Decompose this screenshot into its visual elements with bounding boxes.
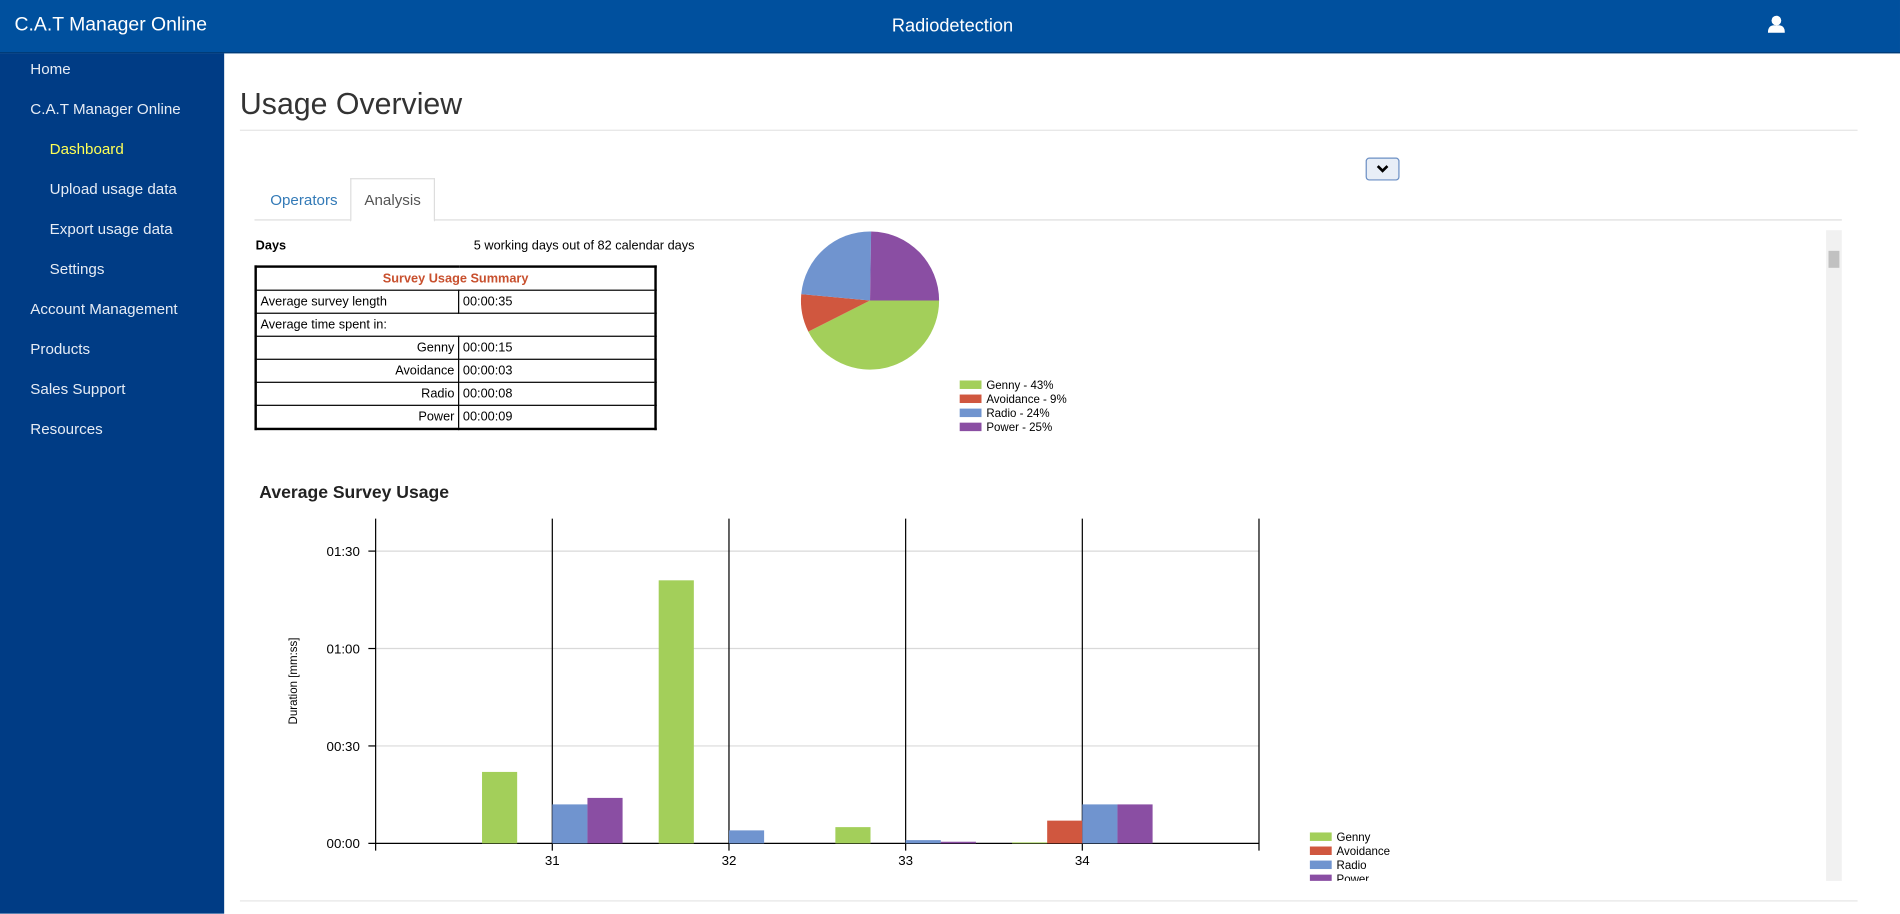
days-value: 5 working days out of 82 calendar days <box>473 238 695 254</box>
pie-slice <box>808 300 940 370</box>
nav-item[interactable]: C.A.T Manager Online <box>30 100 181 118</box>
header: C.A.T Manager Online Radiodetection <box>0 0 1900 54</box>
bar <box>482 771 518 844</box>
table-cell: Genny <box>255 335 460 360</box>
table-row: Average time spent in: <box>255 312 657 337</box>
nav-item[interactable]: Account Management <box>30 300 178 318</box>
page-title: Usage Overview <box>239 87 463 122</box>
tab-active[interactable]: Analysis <box>350 178 436 222</box>
bar <box>835 827 871 844</box>
nav-item[interactable]: Upload usage data <box>49 180 177 198</box>
nav-item[interactable]: Resources <box>30 420 103 438</box>
legend-swatch <box>959 380 982 389</box>
table-cell: 00:00:15 <box>458 335 657 360</box>
divider <box>239 129 1858 131</box>
summary-table: Survey Usage Summary Average survey lengt… <box>254 265 657 431</box>
bar <box>1117 804 1153 844</box>
table-cell: Average time spent in: <box>255 312 657 337</box>
bar <box>552 804 588 844</box>
y-tick-label: 01:00 <box>327 641 360 656</box>
table-cell: Avoidance <box>255 358 460 383</box>
y-tick-label: 00:00 <box>327 836 360 851</box>
x-tick-label: 33 <box>898 853 913 868</box>
nav-item[interactable]: Settings <box>49 260 105 278</box>
scrollbar[interactable] <box>1826 230 1842 881</box>
brand[interactable]: C.A.T Manager Online <box>14 14 208 36</box>
bar <box>1012 842 1048 844</box>
nav-item[interactable]: Export usage data <box>49 220 173 238</box>
y-tick-label: 01:30 <box>327 544 360 559</box>
sidebar: Home C.A.T Manager Online Dashboard Upload … <box>0 53 225 914</box>
legend-swatch <box>959 394 982 404</box>
y-tick-label: 00:30 <box>327 739 360 754</box>
legend-label: Avoidance <box>1337 846 1391 858</box>
legend-swatch <box>959 422 982 432</box>
bar <box>728 830 765 844</box>
table-cell: 00:00:09 <box>458 404 657 430</box>
x-tick-label: 34 <box>1075 853 1090 868</box>
legend-label: Power - 25% <box>986 422 1052 434</box>
legend-label: Radio <box>1337 860 1367 872</box>
pie-slice <box>870 231 940 301</box>
nav-item[interactable]: Home <box>30 60 71 78</box>
x-tick-label: 31 <box>545 853 560 868</box>
table-row: Genny 00:00:15 <box>255 335 657 360</box>
bar <box>1082 804 1118 844</box>
site-name: Radiodetection <box>891 15 1014 37</box>
legend-swatch <box>959 408 982 418</box>
x-tick-label: 32 <box>722 853 737 868</box>
days-label: Days <box>255 238 287 254</box>
legend-label: Genny <box>1337 832 1371 844</box>
nav-item[interactable]: Sales Support <box>30 380 126 398</box>
tab[interactable]: Operators <box>270 191 338 209</box>
pie-slice <box>800 294 871 332</box>
bar <box>905 840 941 844</box>
charts: Genny - 43% Avoidance - 9% Radio - 24% Powe… <box>259 231 1391 881</box>
pie-slice <box>801 231 872 301</box>
table-cell: Power <box>255 404 460 430</box>
y-axis-label: Duration [mm:ss] <box>288 638 300 725</box>
legend-swatch <box>1309 846 1332 855</box>
table-cell: 00:00:08 <box>458 381 657 406</box>
legend-label: Radio - 24% <box>986 408 1049 420</box>
bar <box>1047 820 1083 844</box>
bar <box>658 580 694 844</box>
table-row: Radio 00:00:08 <box>255 381 657 406</box>
table-cell: Average survey length <box>255 289 460 314</box>
dropdown-button[interactable] <box>1365 157 1400 181</box>
table-row: Power 00:00:09 <box>255 404 657 430</box>
bar <box>587 797 623 844</box>
legend-label: Power <box>1337 874 1370 881</box>
legend-label: Avoidance - 9% <box>986 394 1066 406</box>
legend-label: Genny - 43% <box>986 380 1053 392</box>
chart-title: Average Survey Usage <box>259 482 449 502</box>
legend-swatch <box>1309 874 1332 881</box>
divider <box>239 900 1858 902</box>
nav-item[interactable]: Products <box>30 340 91 358</box>
user-icon[interactable] <box>1767 15 1785 34</box>
legend-swatch <box>1309 832 1332 841</box>
table-cell: Radio <box>255 381 460 406</box>
legend-swatch <box>1309 860 1332 870</box>
bar <box>940 841 976 844</box>
tab-line <box>254 219 1842 221</box>
nav-item[interactable]: Dashboard <box>49 140 124 158</box>
